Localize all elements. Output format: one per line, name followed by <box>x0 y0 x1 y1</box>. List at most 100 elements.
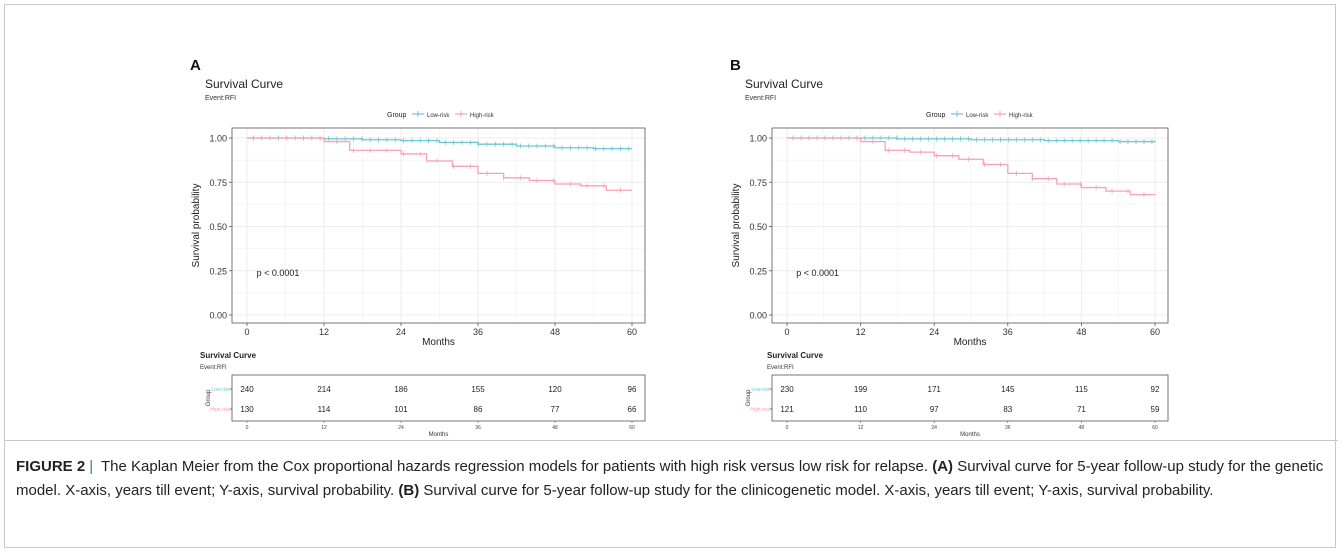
y-tick-label: 1.00 <box>209 134 227 144</box>
risk-table-row-label: High-risk <box>210 407 230 413</box>
x-tick-label: 24 <box>929 327 939 337</box>
legend-label-low-risk: Low-risk <box>966 113 989 119</box>
risk-table-subtitle: Event:RFI <box>200 365 227 371</box>
x-tick-label: 0 <box>244 327 249 337</box>
panel-label: B <box>730 57 741 74</box>
legend-title: Group <box>926 112 946 119</box>
risk-table-y-title: Group <box>746 389 752 406</box>
figure-caption: FIGURE 2 | The Kaplan Meier from the Cox … <box>16 455 1328 503</box>
y-tick-label: 0.50 <box>749 222 767 232</box>
x-tick-label: 36 <box>473 327 483 337</box>
risk-table-x-title: Months <box>429 432 449 438</box>
legend-label-low-risk: Low-risk <box>427 113 450 119</box>
risk-table-y-title: Group <box>206 389 212 406</box>
risk-table-cell: 110 <box>854 405 867 414</box>
risk-table-x-tick-label: 12 <box>321 425 327 431</box>
risk-table-cell: 230 <box>780 385 794 394</box>
risk-table-x-tick-label: 48 <box>1079 425 1085 431</box>
risk-table-x-tick-label: 60 <box>1152 425 1158 431</box>
x-tick-label: 60 <box>1150 327 1160 337</box>
survival-curve-low-risk <box>787 137 1156 143</box>
y-tick-label: 0.25 <box>209 266 227 276</box>
risk-table-title: Survival Curve <box>767 351 824 360</box>
x-tick-label: 48 <box>550 327 560 337</box>
y-tick-label: 0.50 <box>209 222 227 232</box>
legend-label-high-risk: High-risk <box>1009 113 1034 119</box>
risk-table-border <box>231 374 646 422</box>
chart-subtitle: Event:RFI <box>205 95 236 102</box>
caption-divider <box>4 440 1338 441</box>
caption-label: FIGURE 2 <box>16 458 86 475</box>
risk-table-x-tick-label: 36 <box>1005 425 1011 431</box>
chart-title: Survival Curve <box>745 77 823 91</box>
x-tick-label: 48 <box>1076 327 1086 337</box>
risk-table-cell: 120 <box>548 385 562 394</box>
chart-title: Survival Curve <box>205 77 283 91</box>
plot-border <box>231 127 646 324</box>
legend-label-high-risk: High-risk <box>470 113 495 119</box>
y-tick-label: 0.00 <box>749 311 767 321</box>
risk-table-row-label: Low-risk <box>751 387 770 393</box>
risk-table-cell: 83 <box>1003 405 1012 414</box>
risk-table-cell: 59 <box>1151 405 1160 414</box>
risk-table-cell: 77 <box>551 405 560 414</box>
x-tick-label: 60 <box>627 327 637 337</box>
risk-table-cell: 130 <box>240 405 254 414</box>
risk-table-cell: 114 <box>318 405 331 414</box>
risk-table-cell: 121 <box>780 405 794 414</box>
chart-subtitle: Event:RFI <box>745 95 776 102</box>
panel-label: A <box>190 57 201 74</box>
y-tick-label: 0.75 <box>749 178 767 188</box>
y-tick-label: 1.00 <box>749 134 767 144</box>
p-value-annotation: p < 0.0001 <box>796 268 839 278</box>
risk-table-row-label: Low-risk <box>211 387 230 393</box>
risk-table-cell: 96 <box>628 385 637 394</box>
caption-b-label: (B) <box>398 482 420 499</box>
p-value-annotation: p < 0.0001 <box>257 268 300 278</box>
risk-table-cell: 199 <box>854 385 868 394</box>
caption-separator: | <box>89 458 94 475</box>
risk-table-x-tick-label: 0 <box>246 425 249 431</box>
plot-border <box>771 127 1169 324</box>
survival-curve-high-risk <box>787 137 1156 196</box>
caption-text-2: Survival curve for 5-year follow-up stud… <box>16 458 1324 499</box>
risk-table-cell: 145 <box>1001 385 1015 394</box>
x-tick-label: 0 <box>784 327 789 337</box>
risk-table-row-label: High-risk <box>750 407 770 413</box>
x-tick-label: 12 <box>319 327 329 337</box>
legend-title: Group <box>387 112 407 119</box>
y-tick-label: 0.75 <box>209 178 227 188</box>
y-axis-title: Survival probability <box>731 184 742 268</box>
risk-table-border <box>771 374 1169 422</box>
caption-text-1: The Kaplan Meier from the Cox proportion… <box>101 458 929 475</box>
risk-table-subtitle: Event:RFI <box>767 365 794 371</box>
x-tick-label: 12 <box>856 327 866 337</box>
figure-frame <box>4 4 1336 548</box>
risk-table-x-tick-label: 24 <box>398 425 404 431</box>
y-tick-label: 0.25 <box>749 266 767 276</box>
risk-table-cell: 240 <box>240 385 254 394</box>
risk-table-x-tick-label: 12 <box>858 425 864 431</box>
y-tick-label: 0.00 <box>209 311 227 321</box>
x-axis-title: Months <box>954 337 987 348</box>
caption-a-label: (A) <box>932 458 954 475</box>
risk-table-cell: 115 <box>1075 385 1088 394</box>
risk-table-cell: 97 <box>930 405 939 414</box>
risk-table-x-tick-label: 60 <box>629 425 635 431</box>
risk-table-cell: 92 <box>1151 385 1160 394</box>
risk-table-x-tick-label: 48 <box>552 425 558 431</box>
risk-table-x-tick-label: 0 <box>786 425 789 431</box>
risk-table-x-title: Months <box>960 432 980 438</box>
risk-table-x-tick-label: 36 <box>475 425 481 431</box>
risk-table-cell: 186 <box>394 385 408 394</box>
risk-table-cell: 66 <box>628 405 637 414</box>
y-axis-title: Survival probability <box>191 184 202 268</box>
risk-table-cell: 101 <box>394 405 408 414</box>
risk-table-cell: 155 <box>471 385 485 394</box>
risk-table-title: Survival Curve <box>200 351 257 360</box>
risk-table-x-tick-label: 24 <box>931 425 937 431</box>
x-tick-label: 24 <box>396 327 406 337</box>
risk-table-cell: 71 <box>1077 405 1086 414</box>
